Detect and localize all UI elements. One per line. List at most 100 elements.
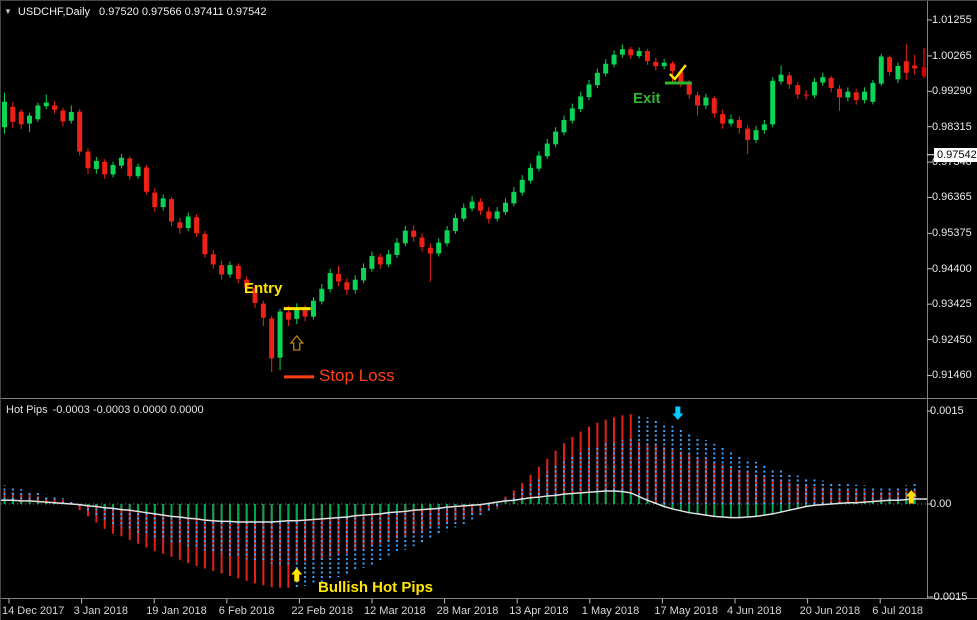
bull-candle-body — [569, 108, 575, 121]
bull-candle-body — [619, 49, 625, 55]
bear-candle-body — [302, 309, 308, 317]
bear-candle-body — [336, 273, 341, 282]
bull-candle-body — [770, 80, 776, 125]
bear-candle-body — [235, 265, 241, 279]
bull-candle-body — [135, 166, 141, 177]
bear-candle-body — [486, 211, 492, 219]
bull-candle-body — [536, 155, 542, 169]
bear-candle-body — [686, 83, 692, 95]
bear-candle-body — [653, 61, 659, 67]
bear-candle-body — [127, 158, 133, 177]
bull-candle-body — [728, 119, 734, 124]
entry-up-arrow-icon — [289, 335, 305, 351]
bear-candle-body — [828, 77, 834, 89]
bear-candle-body — [411, 230, 417, 237]
bear-candle-body — [736, 119, 742, 128]
bear-candle-body — [285, 312, 291, 320]
bear-candle-body — [477, 201, 483, 211]
exit-annotation-label: Exit — [633, 90, 661, 107]
bear-candle-body — [377, 256, 383, 265]
bull-candle-body — [578, 96, 584, 110]
bull-candle-body — [594, 72, 600, 86]
bull-candle-body — [68, 111, 74, 121]
bear-candle-body — [219, 265, 225, 275]
bear-candle-body — [887, 57, 893, 73]
bear-candle-body — [269, 318, 275, 359]
bullish-hot-pips-label: Bullish Hot Pips — [318, 579, 434, 596]
annotations-layer — [283, 64, 917, 582]
panel-divider-handle[interactable] — [1, 396, 977, 401]
indicator-layer — [1, 414, 927, 588]
bull-candle-body — [436, 242, 442, 254]
bull-candle-body — [118, 157, 124, 166]
bull-candle-body — [2, 101, 7, 128]
forming-bar-mark-body — [921, 67, 927, 76]
bull-candle-body — [528, 167, 534, 181]
bull-candle-body — [561, 119, 567, 133]
bull-candle-body — [544, 143, 550, 157]
bear-candle-body — [678, 71, 684, 83]
bull-candle-body — [444, 230, 450, 244]
sell-down-arrow-icon — [672, 406, 684, 420]
bull-candle-body — [761, 124, 767, 131]
bull-candle-body — [503, 202, 508, 213]
bull-candle-body — [611, 54, 617, 65]
symbol-dropdown-icon[interactable]: ▼ — [4, 7, 12, 17]
bear-candle-body — [628, 49, 634, 56]
bear-candle-body — [143, 167, 149, 192]
bear-candle-body — [85, 151, 91, 169]
bull-candle-body — [452, 217, 458, 232]
bear-candle-body — [194, 217, 200, 234]
ohlc-values-label: 0.97520 0.97566 0.97411 0.97542 — [99, 6, 267, 18]
bull-candle-body — [352, 279, 358, 290]
bull-candle-body — [661, 62, 667, 67]
bear-candle-body — [795, 85, 801, 95]
bear-candle-body — [644, 51, 650, 62]
bull-candle-body — [27, 115, 33, 124]
bear-candle-body — [720, 114, 726, 124]
bull-candle-body — [394, 242, 400, 255]
bear-candle-body — [786, 75, 792, 85]
current-price-tag: 0.97542 — [934, 148, 977, 162]
bull-candle-body — [553, 131, 559, 145]
stop-loss-annotation-label: Stop Loss — [319, 366, 395, 385]
bear-candle-body — [169, 199, 174, 222]
bull-candle-body — [185, 216, 191, 229]
symbol-title-row: ▼ USDCHF,Daily 0.97520 0.97566 0.97411 0.9… — [4, 5, 266, 19]
bear-candle-body — [803, 94, 809, 96]
signal-line — [1, 490, 927, 523]
bear-candle-body — [912, 65, 918, 69]
bull-candle-body — [870, 82, 876, 102]
bear-candle-body — [745, 128, 751, 140]
bear-candle-body — [711, 98, 717, 114]
bull-candle-body — [820, 77, 826, 83]
bull-candle-body — [519, 179, 525, 193]
bull-candle-body — [469, 201, 475, 209]
bull-candle-body — [586, 84, 592, 98]
bull-candle-body — [327, 273, 333, 290]
bull-candle-body — [778, 74, 784, 82]
candles-layer — [2, 44, 918, 373]
bear-candle-body — [903, 61, 909, 73]
bear-candle-body — [419, 237, 425, 247]
bear-candle-body — [52, 105, 58, 110]
bull-candle-body — [35, 105, 41, 120]
bull-candle-body — [319, 288, 325, 302]
indicator-name-label: Hot Pips — [6, 404, 48, 416]
bull-candle-body — [402, 230, 408, 244]
bull-candle-body — [811, 81, 817, 96]
bull-candle-body — [511, 191, 517, 204]
bear-candle-body — [177, 222, 183, 229]
bear-candle-body — [10, 106, 16, 122]
bear-candle-body — [837, 88, 842, 98]
bull-candle-body — [461, 207, 467, 219]
bull-candle-body — [227, 265, 233, 275]
bull-candle-body — [160, 198, 166, 208]
bull-candle-body — [361, 268, 367, 281]
bullish-up-arrow-icon — [291, 568, 303, 582]
bull-candle-body — [895, 65, 901, 80]
bear-candle-body — [695, 95, 701, 106]
symbol-period-label: USDCHF,Daily — [17, 6, 91, 18]
